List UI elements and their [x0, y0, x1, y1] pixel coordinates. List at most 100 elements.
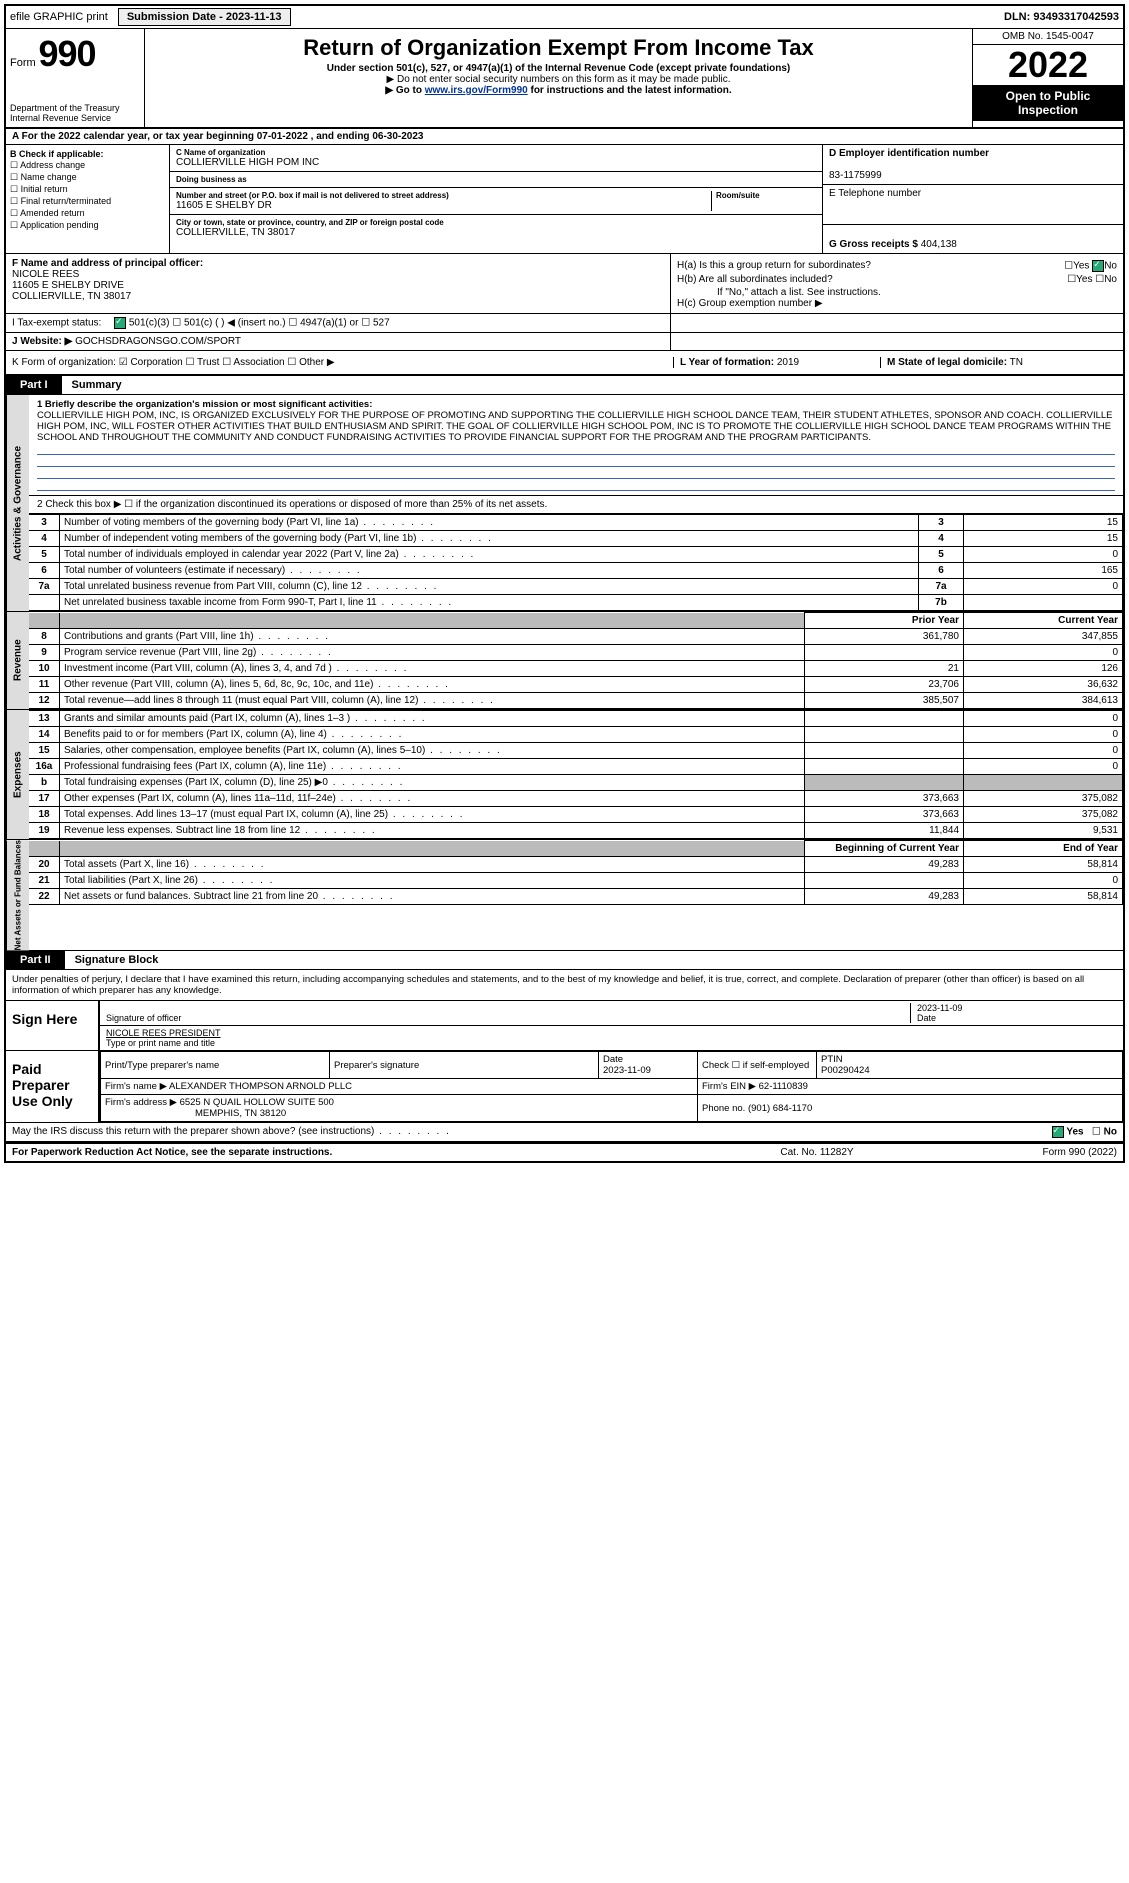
prep-row3: Firm's address ▶ 6525 N QUAIL HOLLOW SUI…	[101, 1095, 1123, 1122]
prep-sig-lbl: Preparer's signature	[330, 1052, 599, 1079]
declaration-text: Under penalties of perjury, I declare th…	[6, 970, 1123, 1001]
submission-date-btn[interactable]: Submission Date - 2023-11-13	[118, 8, 291, 26]
sig-date-value: 2023-11-09	[917, 1003, 1117, 1013]
website-value: GOCHSDRAGONSGO.COM/SPORT	[75, 336, 241, 347]
hc-line: H(c) Group exemption number ▶	[677, 298, 1117, 309]
ha-no-check[interactable]	[1092, 260, 1104, 272]
row-a-tax-year: A For the 2022 calendar year, or tax yea…	[6, 129, 1123, 145]
firm-city-val: MEMPHIS, TN 38120	[105, 1108, 286, 1119]
page-footer: For Paperwork Reduction Act Notice, see …	[6, 1143, 1123, 1161]
m-label: M State of legal domicile:	[887, 357, 1007, 368]
i-options: 501(c)(3) ☐ 501(c) ( ) ◀ (insert no.) ☐ …	[129, 318, 390, 329]
ag-content: 1 Briefly describe the organization's mi…	[29, 395, 1123, 611]
c-name-lbl: C Name of organization	[176, 148, 816, 157]
tax-exempt-status: I Tax-exempt status: 501(c)(3) ☐ 501(c) …	[6, 314, 671, 332]
table-row: 20Total assets (Part X, line 16)49,28358…	[29, 857, 1123, 873]
chk-final-return[interactable]: Final return/terminated	[10, 196, 165, 207]
ha-line: H(a) Is this a group return for subordin…	[677, 260, 1117, 272]
officer-addr1: 11605 E SHELBY DRIVE	[12, 280, 124, 291]
col-h-group: H(a) Is this a group return for subordin…	[671, 254, 1123, 313]
ha-text: H(a) Is this a group return for subordin…	[677, 260, 871, 272]
c-dba: Doing business as	[170, 172, 822, 188]
revenue-table: Prior YearCurrent Year8Contributions and…	[29, 612, 1123, 709]
discuss-yesno: Yes ☐ No	[1052, 1126, 1117, 1138]
discuss-text: May the IRS discuss this return with the…	[12, 1126, 1052, 1138]
phone-val: (901) 684-1170	[748, 1103, 812, 1114]
firm-addr-lbl: Firm's address ▶	[105, 1097, 177, 1108]
table-header-row: Beginning of Current YearEnd of Year	[29, 841, 1123, 857]
chk-501c3[interactable]	[114, 317, 126, 329]
sign-fields: Signature of officer 2023-11-09 Date NIC…	[100, 1001, 1123, 1050]
officer-addr2: COLLIERVILLE, TN 38017	[12, 291, 131, 302]
activities-governance-section: Activities & Governance 1 Briefly descri…	[6, 395, 1123, 611]
firm-name-lbl: Firm's name ▶	[105, 1081, 167, 1092]
form-title: Return of Organization Exempt From Incom…	[153, 35, 964, 61]
side-tab-exp: Expenses	[6, 710, 29, 839]
prep-row2: Firm's name ▶ ALEXANDER THOMPSON ARNOLD …	[101, 1079, 1123, 1095]
exp-content: 13Grants and similar amounts paid (Part …	[29, 710, 1123, 839]
chk-application-pending[interactable]: Application pending	[10, 220, 165, 231]
part1-label: Part I	[6, 376, 62, 394]
c-name: C Name of organization COLLIERVILLE HIGH…	[170, 145, 822, 172]
street-address: 11605 E SHELBY DR	[176, 200, 711, 211]
line1-label: 1 Briefly describe the organization's mi…	[37, 399, 372, 410]
side-tab-rev: Revenue	[6, 612, 29, 709]
m-domicile: M State of legal domicile: TN	[880, 357, 1117, 368]
firm-ein-cell: Firm's EIN ▶ 62-1110839	[698, 1079, 1123, 1095]
revenue-section: Revenue Prior YearCurrent Year8Contribut…	[6, 611, 1123, 709]
form-header: Form 990 Department of the Treasury Inte…	[6, 29, 1123, 129]
table-row: 18Total expenses. Add lines 13–17 (must …	[29, 807, 1123, 823]
chk-amended[interactable]: Amended return	[10, 208, 165, 219]
efile-label: efile GRAPHIC print	[10, 11, 108, 23]
table-row: 12Total revenue—add lines 8 through 11 (…	[29, 693, 1123, 709]
irs-label: Internal Revenue Service	[10, 113, 140, 123]
c-city-lbl: City or town, state or province, country…	[176, 218, 816, 227]
type-name-lbl: Type or print name and title	[106, 1038, 1117, 1048]
hb-line: H(b) Are all subordinates included? ☐Yes…	[677, 274, 1117, 285]
mission-text: COLLIERVILLE HIGH POM, INC, IS ORGANIZED…	[37, 410, 1113, 443]
no-label: No	[1104, 1127, 1117, 1138]
sign-here-label: Sign Here	[6, 1001, 100, 1050]
website-row: J Website: ▶ GOCHSDRAGONSGO.COM/SPORT	[6, 333, 671, 350]
net-assets-table: Beginning of Current YearEnd of Year20To…	[29, 840, 1123, 905]
net-assets-section: Net Assets or Fund Balances Beginning of…	[6, 839, 1123, 951]
prep-name-lbl: Print/Type preparer's name	[101, 1052, 330, 1079]
hb-text: H(b) Are all subordinates included?	[677, 274, 833, 285]
table-row: 8Contributions and grants (Part VIII, li…	[29, 629, 1123, 645]
sig-officer-line: Signature of officer 2023-11-09 Date	[100, 1001, 1123, 1026]
ein-value: 83-1175999	[829, 170, 882, 181]
firm-name-val: ALEXANDER THOMPSON ARNOLD PLLC	[169, 1081, 352, 1092]
ag-table: 3Number of voting members of the governi…	[29, 514, 1123, 611]
i-label: I Tax-exempt status:	[12, 318, 101, 329]
j-right	[671, 333, 1123, 350]
officer-type-line: NICOLE REES PRESIDENT Type or print name…	[100, 1026, 1123, 1050]
phone-lbl: Phone no.	[702, 1103, 745, 1114]
firm-name-cell: Firm's name ▶ ALEXANDER THOMPSON ARNOLD …	[101, 1079, 698, 1095]
irs-link[interactable]: www.irs.gov/Form990	[425, 85, 528, 96]
c-addr-lbl: Number and street (or P.O. box if mail i…	[176, 191, 711, 200]
d-telephone: E Telephone number	[823, 185, 1123, 225]
cat-no: Cat. No. 11282Y	[717, 1147, 917, 1158]
chk-initial-return[interactable]: Initial return	[10, 184, 165, 195]
subtitle: Under section 501(c), 527, or 4947(a)(1)…	[153, 63, 964, 74]
col-f-officer: F Name and address of principal officer:…	[6, 254, 671, 313]
k-form-org: K Form of organization: ☑ Corporation ☐ …	[12, 357, 673, 368]
table-header-row: Prior YearCurrent Year	[29, 613, 1123, 629]
hc-exemption	[671, 314, 1123, 332]
ptin-val: P00290424	[821, 1065, 870, 1076]
title-box: Return of Organization Exempt From Incom…	[145, 29, 972, 127]
hb-note: If "No," attach a list. See instructions…	[677, 287, 1117, 298]
preparer-fields: Print/Type preparer's name Preparer's si…	[100, 1051, 1123, 1122]
row-i: I Tax-exempt status: 501(c)(3) ☐ 501(c) …	[6, 314, 1123, 333]
ptin-lbl: PTIN	[821, 1054, 843, 1065]
table-row: 9Program service revenue (Part VIII, lin…	[29, 645, 1123, 661]
form-number: 990	[38, 33, 95, 74]
discuss-yes-check[interactable]	[1052, 1126, 1064, 1138]
chk-address-change[interactable]: Address change	[10, 160, 165, 171]
chk-name-change[interactable]: Name change	[10, 172, 165, 183]
section-fh: F Name and address of principal officer:…	[6, 254, 1123, 314]
row-a-text: A For the 2022 calendar year, or tax yea…	[12, 131, 423, 142]
blank-line	[37, 479, 1115, 491]
omb: OMB No. 1545-0047	[973, 29, 1123, 45]
b-label: B Check if applicable:	[10, 149, 104, 159]
